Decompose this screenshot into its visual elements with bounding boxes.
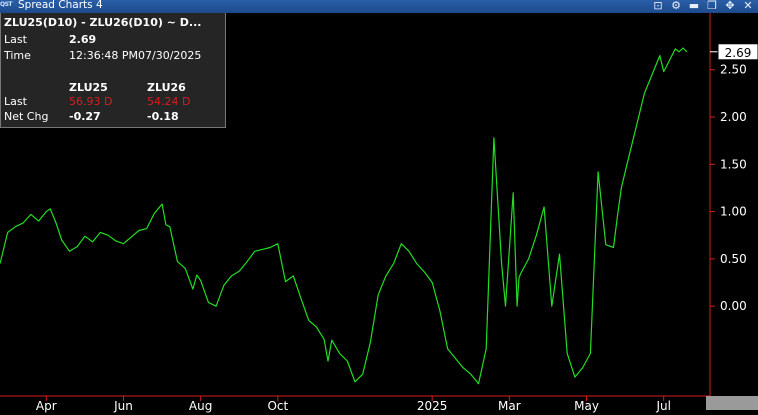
window-titlebar[interactable]: QST Spread Charts 4 ⊡ ⚙ ▬ ❐ ✥ ✕ bbox=[0, 0, 758, 13]
x-tick-label: May bbox=[574, 399, 599, 413]
restore-icon[interactable]: ❐ bbox=[707, 0, 717, 12]
leg1-symbol: ZLU25 bbox=[69, 81, 108, 94]
netchg-label: Net Chg bbox=[4, 110, 49, 123]
x-tick-label: Aug bbox=[189, 399, 212, 413]
leg2-last-value: 54.24 D bbox=[147, 95, 191, 108]
app-badge: QST bbox=[0, 1, 13, 8]
leg2-netchg-value: -0.18 bbox=[147, 110, 179, 123]
last-value-badge bbox=[717, 43, 758, 61]
leg-last-label: Last bbox=[4, 95, 27, 108]
move-icon[interactable]: ✥ bbox=[725, 0, 735, 12]
leg2-symbol: ZLU26 bbox=[147, 81, 186, 94]
spread-symbol: ZLU25(D10) - ZLU26(D10) ~ D... bbox=[4, 16, 202, 29]
last-label: Last bbox=[4, 33, 27, 46]
y-tick-label: 0.50 bbox=[720, 252, 747, 266]
x-tick-label: Apr bbox=[36, 399, 57, 413]
link-icon[interactable]: ⊡ bbox=[653, 0, 663, 12]
y-tick-label: 2.00 bbox=[720, 110, 747, 124]
horizontal-scroll-thumb[interactable] bbox=[706, 396, 758, 410]
leg1-last-value: 56.93 D bbox=[69, 95, 113, 108]
leg1-netchg-value: -0.27 bbox=[69, 110, 101, 123]
x-tick-label: 2025 bbox=[417, 399, 448, 413]
x-tick-label: Jul bbox=[655, 399, 670, 413]
y-tick-label: 1.00 bbox=[720, 205, 747, 219]
x-tick-label: Jun bbox=[113, 399, 133, 413]
y-tick-label: 1.50 bbox=[720, 157, 747, 171]
gear-icon[interactable]: ⚙ bbox=[671, 0, 681, 12]
time-value: 12:36:48 PM07/30/2025 bbox=[69, 49, 202, 62]
x-tick-label: Oct bbox=[267, 399, 288, 413]
spread-series-line bbox=[0, 47, 688, 385]
window-controls: ⊡ ⚙ ▬ ❐ ✥ ✕ bbox=[652, 0, 754, 12]
last-value: 2.69 bbox=[69, 33, 97, 46]
quote-info-panel: ZLU25(D10) - ZLU26(D10) ~ D... Last 2.69… bbox=[0, 13, 226, 128]
window-title: Spread Charts 4 bbox=[18, 0, 103, 11]
x-tick-label: Mar bbox=[498, 399, 521, 413]
time-label: Time bbox=[4, 49, 31, 62]
last-value-label: 2.69 bbox=[725, 46, 752, 60]
close-icon[interactable]: ✕ bbox=[743, 0, 753, 12]
spread-chart[interactable]: 2.50 2.00 1.50 1.00 0.50 0.00 Apr Jun Aug Oct 2025… bbox=[0, 13, 758, 415]
minimize-icon[interactable]: ▬ bbox=[688, 0, 700, 12]
y-tick-label: 0.00 bbox=[720, 299, 747, 313]
y-tick-label: 2.50 bbox=[720, 63, 747, 77]
